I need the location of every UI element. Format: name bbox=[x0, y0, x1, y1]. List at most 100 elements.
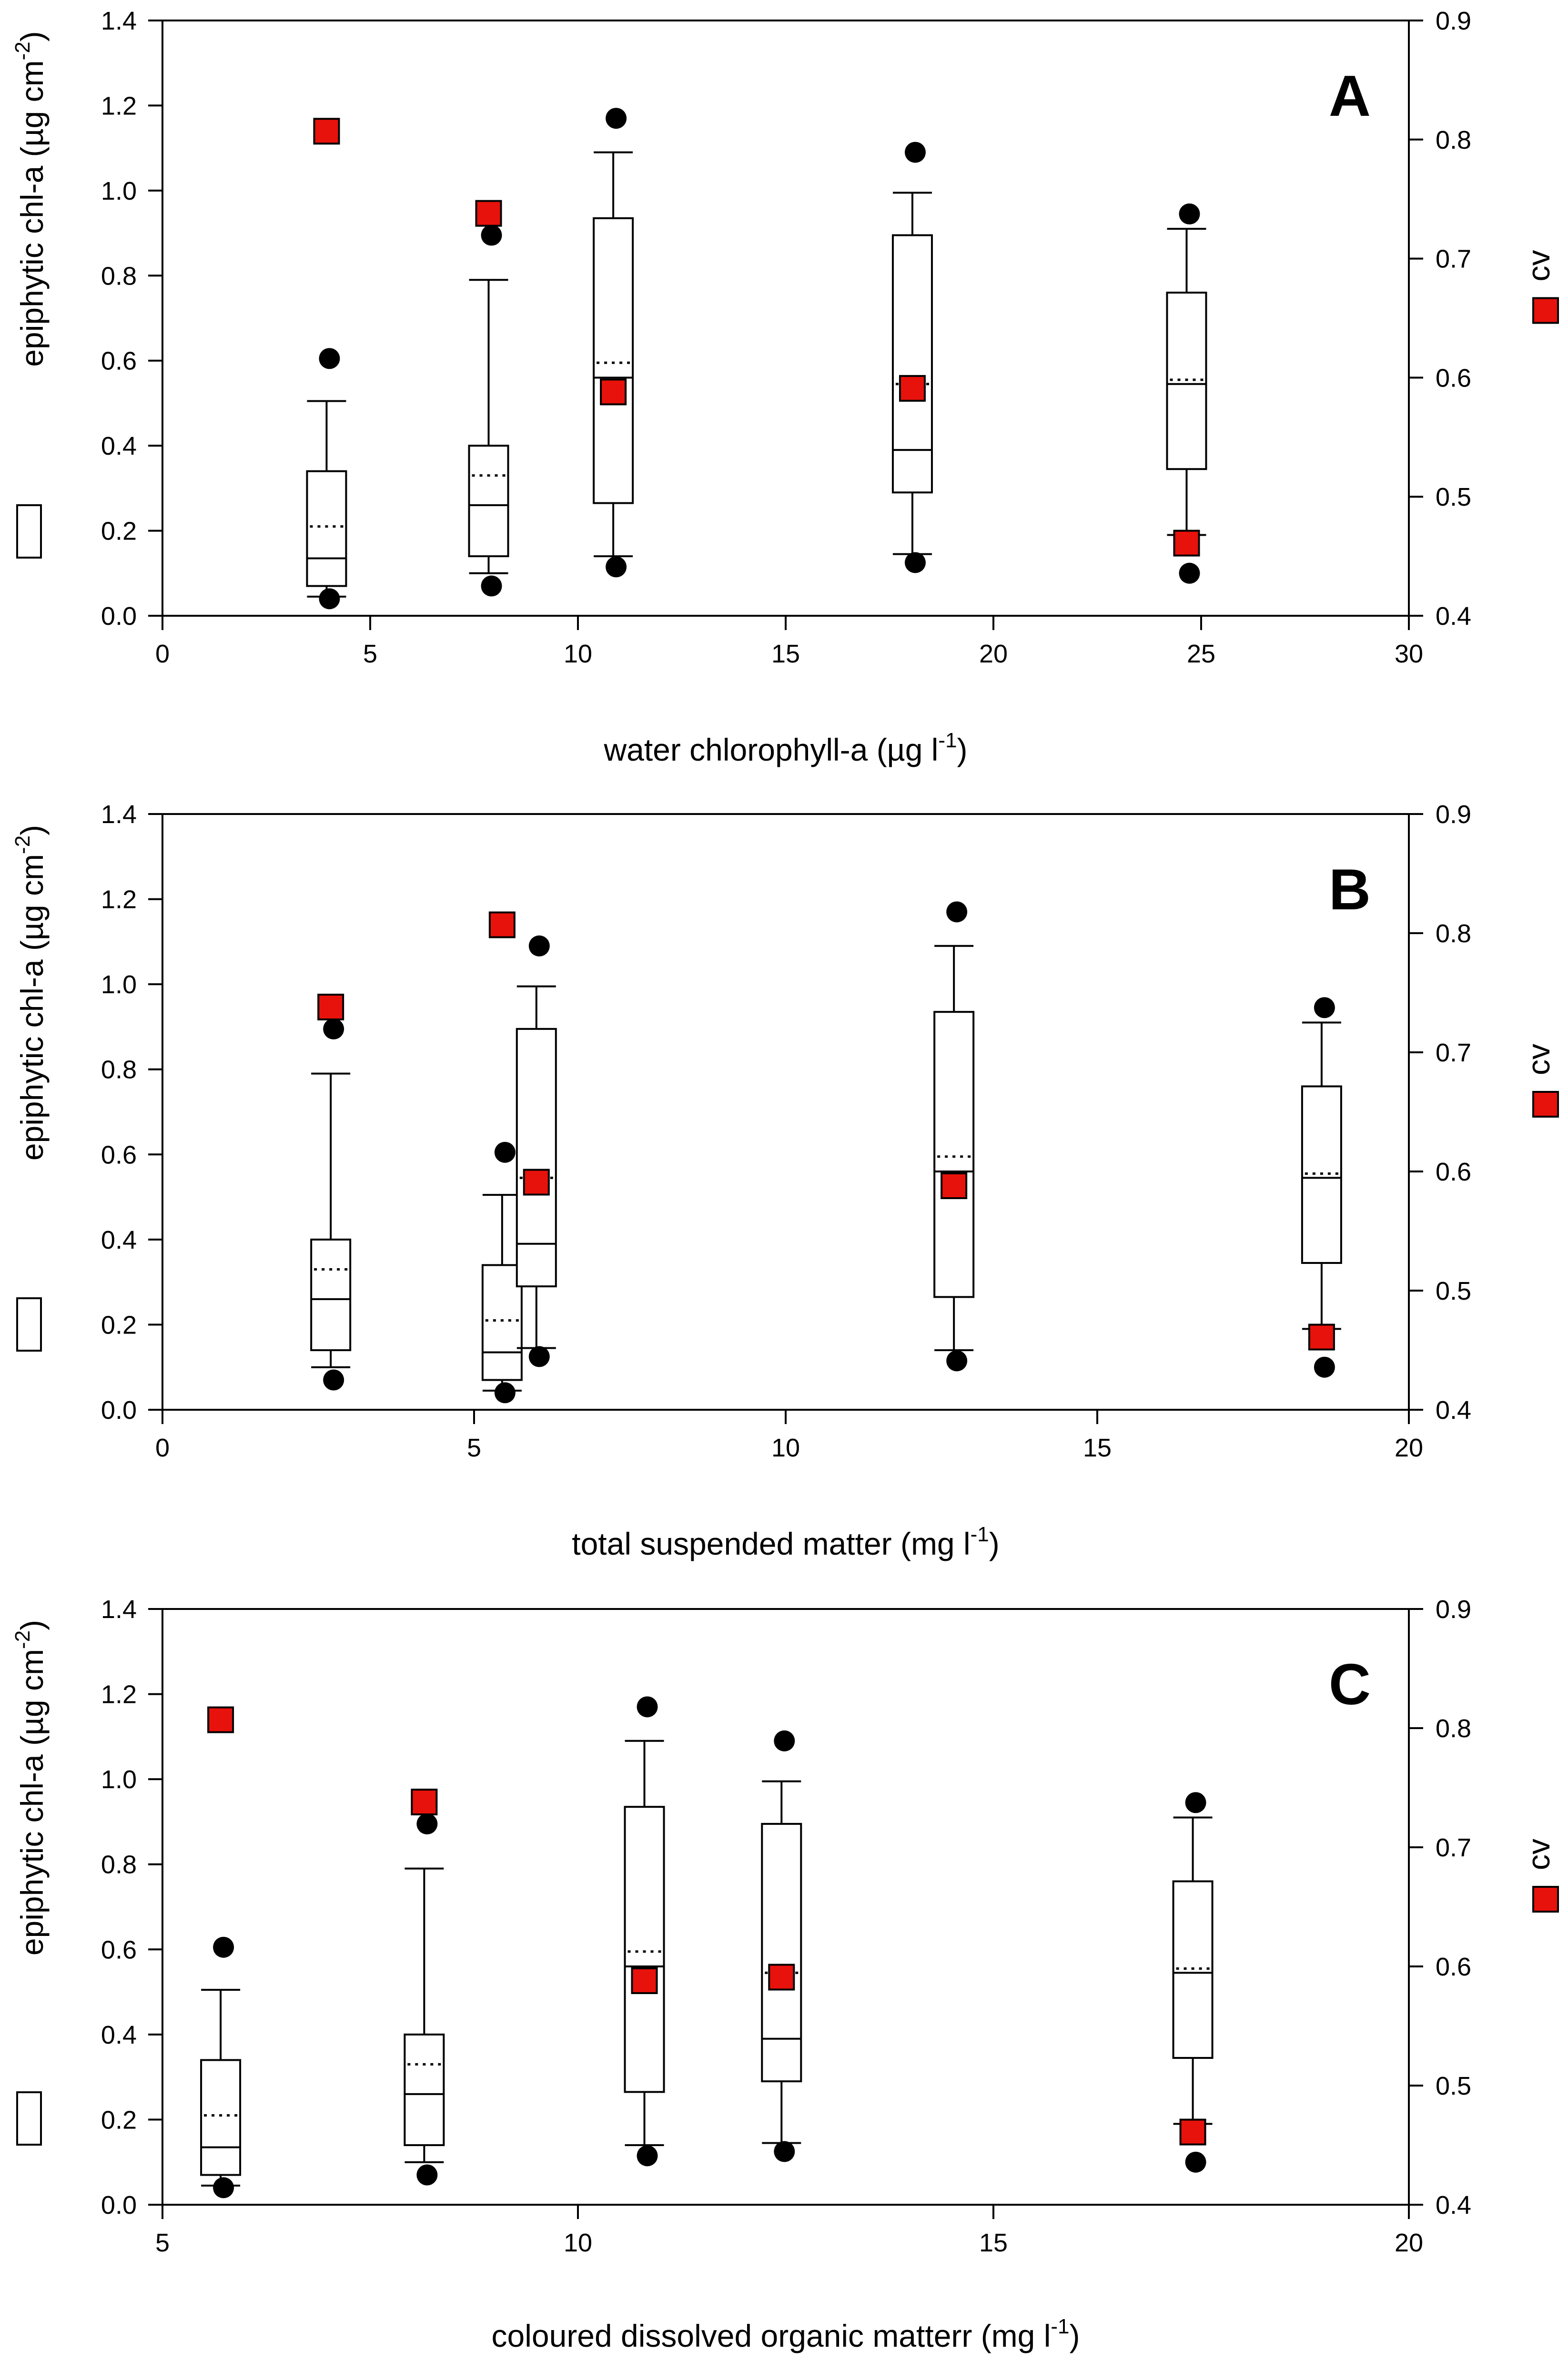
box-group bbox=[761, 1730, 802, 2162]
y-axis-label-text: epiphytic chl-a (µg cm bbox=[14, 1649, 50, 1955]
cv-marker bbox=[600, 378, 627, 406]
cv-marker bbox=[768, 1964, 795, 1991]
box-group bbox=[200, 1706, 242, 2199]
box-group bbox=[404, 1789, 445, 2186]
y-axis-label: epiphytic chl-a (µg cm-2) bbox=[11, 1620, 50, 1955]
cv-marker bbox=[207, 1706, 234, 1733]
y-tick-label: 0.0 bbox=[101, 602, 137, 631]
outlier-point bbox=[1314, 997, 1335, 1018]
y-tick-label: 1.4 bbox=[101, 7, 137, 35]
box-group bbox=[481, 911, 523, 1404]
box-group bbox=[468, 200, 509, 597]
y2-tick-label: 0.5 bbox=[1436, 1277, 1471, 1305]
outlier-point bbox=[213, 1936, 234, 1958]
box-iqr bbox=[933, 1011, 975, 1298]
box-group bbox=[1166, 203, 1207, 584]
box-iqr bbox=[891, 234, 933, 494]
panel-label: A bbox=[1329, 63, 1371, 128]
outlier-point bbox=[606, 108, 627, 129]
panel-c: 0.0 0.2 0.4 0.6 0.8 1.0 1.2 1.4 0.4 0.5 0.6 0.7 0.8 0… bbox=[11, 1595, 1559, 2353]
cv-marker bbox=[317, 994, 344, 1020]
y-tick-label: 0.0 bbox=[101, 2191, 137, 2219]
y2-axis-label: cv bbox=[1521, 1839, 1556, 1870]
y-tick-label: 1.4 bbox=[101, 800, 137, 829]
outlier-point bbox=[904, 142, 926, 163]
x-tick-label: 0 bbox=[155, 640, 170, 668]
cv-marker bbox=[488, 911, 516, 938]
box-group bbox=[310, 994, 352, 1391]
y-tick-label: 0.6 bbox=[101, 347, 137, 376]
x-axis-label-sup: -1 bbox=[1051, 2315, 1069, 2338]
box-iqr bbox=[481, 1264, 523, 1381]
outlier-point bbox=[1179, 203, 1200, 224]
box-iqr bbox=[468, 445, 509, 558]
x-axis-label-sup: -1 bbox=[938, 729, 957, 752]
box-iqr bbox=[1301, 1085, 1342, 1264]
outlier-point bbox=[319, 348, 340, 369]
y-tick-label: 0.6 bbox=[101, 1140, 137, 1169]
y-axis-label-text: epiphytic chl-a (µg cm bbox=[14, 854, 50, 1161]
outlier-point bbox=[904, 552, 926, 573]
y-tick-label: 1.4 bbox=[101, 1595, 137, 1624]
y2-tick-label: 0.5 bbox=[1436, 483, 1471, 511]
y-axis-label: epiphytic chl-a (µg cm-2) bbox=[11, 825, 50, 1161]
box-iqr bbox=[306, 470, 347, 587]
x-tick-label: 10 bbox=[564, 640, 592, 668]
y-tick-label: 0.4 bbox=[101, 2021, 137, 2049]
outlier-point bbox=[1314, 1356, 1335, 1378]
cv-marker bbox=[899, 375, 926, 402]
outlier-point bbox=[213, 2177, 234, 2199]
y-tick-label: 0.0 bbox=[101, 1396, 137, 1425]
y-tick-label: 0.8 bbox=[101, 262, 137, 290]
x-tick-label: 10 bbox=[771, 1434, 800, 1462]
panel-label: C bbox=[1329, 1652, 1371, 1717]
outlier-point bbox=[416, 2164, 438, 2186]
x-axis-label-close: ) bbox=[989, 1526, 1000, 1561]
cv-marker bbox=[475, 200, 502, 227]
x-axis-label: water chlorophyll-a (µg l-1) bbox=[603, 729, 967, 767]
y-axis-label-close: ) bbox=[14, 1620, 50, 1630]
outlier-point bbox=[1185, 2151, 1206, 2173]
outlier-point bbox=[1185, 1792, 1206, 1813]
y2-tick-label: 0.5 bbox=[1436, 2072, 1471, 2100]
x-tick-label: 15 bbox=[1083, 1434, 1112, 1462]
panel-label: B bbox=[1329, 857, 1371, 922]
outlier-point bbox=[323, 1018, 344, 1039]
y2-tick-label: 0.4 bbox=[1436, 2191, 1471, 2219]
cv-marker bbox=[1179, 2118, 1206, 2146]
outlier-point bbox=[319, 588, 340, 610]
y2-tick-label: 0.6 bbox=[1436, 1953, 1471, 1981]
box-iqr bbox=[1166, 291, 1207, 470]
y2-tick-label: 0.8 bbox=[1436, 919, 1471, 948]
outlier-point bbox=[481, 224, 502, 246]
y2-tick-label: 0.9 bbox=[1436, 1595, 1471, 1624]
y-tick-label: 0.8 bbox=[101, 1056, 137, 1084]
box-group bbox=[624, 1696, 665, 2167]
cv-marker bbox=[1308, 1324, 1335, 1351]
y2-tick-label: 0.4 bbox=[1436, 1396, 1471, 1425]
box-iqr bbox=[200, 2059, 242, 2176]
y-tick-label: 0.6 bbox=[101, 1935, 137, 1964]
y-tick-label: 1.0 bbox=[101, 177, 137, 205]
outlier-point bbox=[774, 2141, 795, 2162]
box-iqr bbox=[310, 1238, 352, 1352]
y2-tick-label: 0.7 bbox=[1436, 245, 1471, 274]
legend-box-symbol bbox=[16, 504, 42, 559]
box-group bbox=[516, 935, 557, 1367]
x-tick-label: 5 bbox=[363, 640, 377, 668]
y-tick-label: 0.2 bbox=[101, 1311, 137, 1339]
legend-cv-marker bbox=[1532, 1886, 1559, 1913]
box-iqr bbox=[624, 1806, 665, 2093]
y-tick-label: 0.4 bbox=[101, 1226, 137, 1254]
y-tick-label: 0.4 bbox=[101, 432, 137, 460]
outlier-point bbox=[946, 901, 968, 923]
outlier-point bbox=[637, 1696, 658, 1718]
box-iqr bbox=[404, 2033, 445, 2146]
panel-b: 0.0 0.2 0.4 0.6 0.8 1.0 1.2 1.4 0.4 0.5 0.6 0.7 0.8 0… bbox=[11, 800, 1559, 1561]
y-tick-label: 1.2 bbox=[101, 1680, 137, 1709]
x-tick-label: 15 bbox=[771, 640, 800, 668]
outlier-point bbox=[494, 1382, 516, 1404]
y2-tick-label: 0.8 bbox=[1436, 1714, 1471, 1743]
legend-cv-marker bbox=[1532, 297, 1559, 324]
